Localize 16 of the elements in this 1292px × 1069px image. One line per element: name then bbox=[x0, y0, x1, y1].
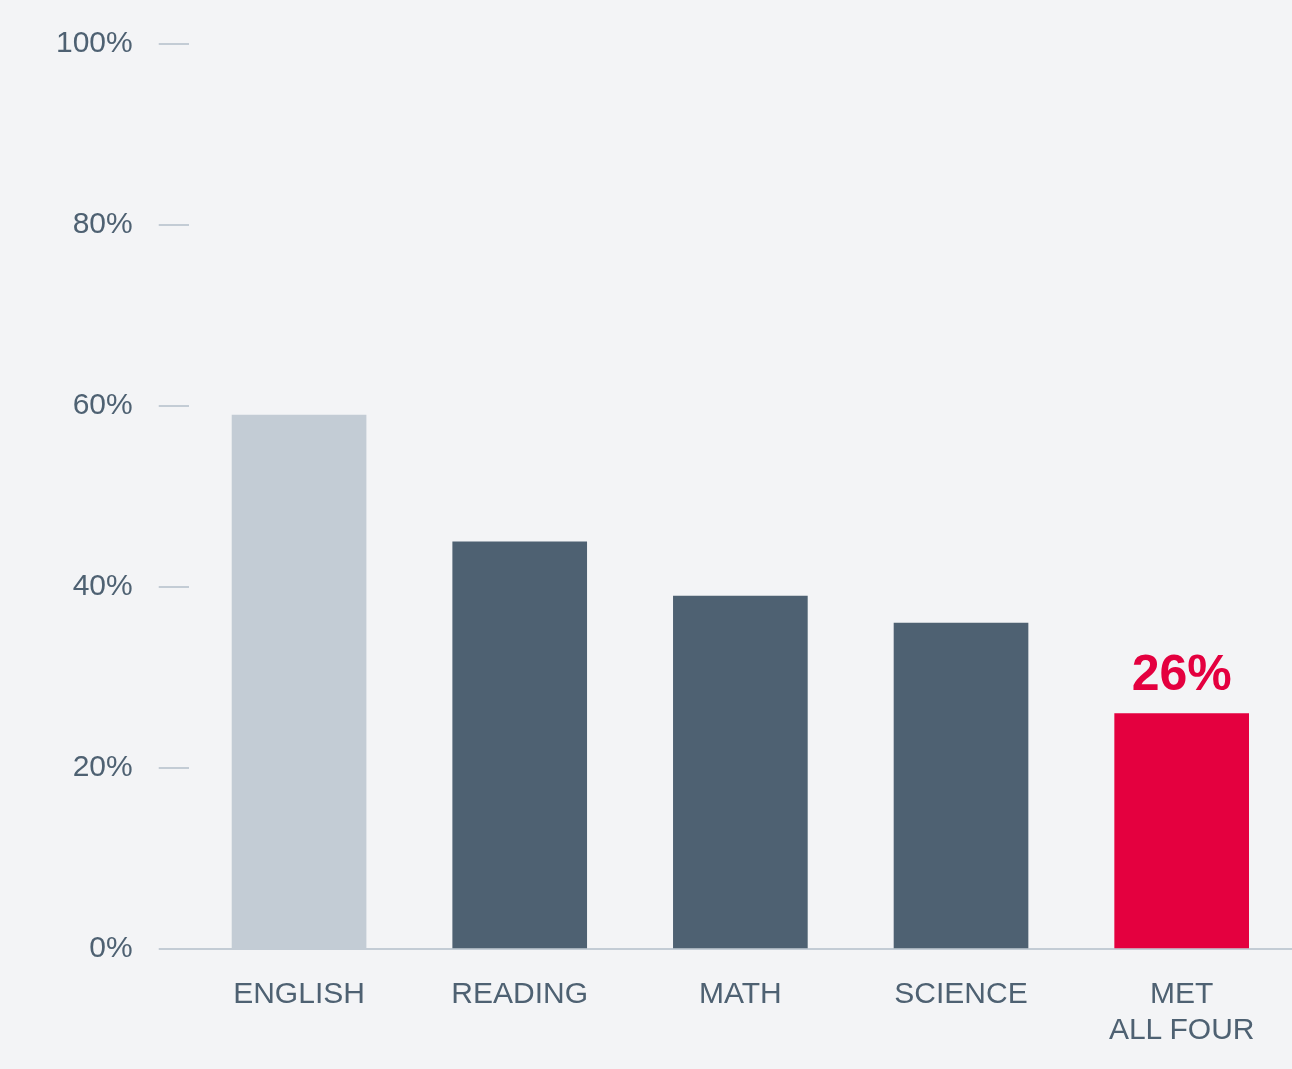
bar bbox=[1114, 713, 1249, 949]
y-tick-label: 100% bbox=[55, 25, 133, 59]
y-tick-label: 80% bbox=[72, 206, 133, 240]
data-label: 26% bbox=[1131, 645, 1232, 702]
y-tick-label: 20% bbox=[72, 749, 133, 783]
x-tick-label: ENGLISH bbox=[233, 976, 365, 1010]
x-tick-label: MET ALL FOUR bbox=[1108, 976, 1255, 1046]
bar bbox=[673, 595, 808, 949]
y-tick-label: 0% bbox=[89, 930, 133, 964]
x-tick-label: MATH bbox=[698, 976, 782, 1010]
x-tick-label: READING bbox=[451, 976, 589, 1010]
bar bbox=[452, 541, 588, 949]
y-tick-label: 40% bbox=[72, 568, 133, 602]
y-tick-label: 60% bbox=[72, 387, 133, 421]
x-tick-label: SCIENCE bbox=[894, 976, 1028, 1010]
bar bbox=[893, 622, 1029, 949]
